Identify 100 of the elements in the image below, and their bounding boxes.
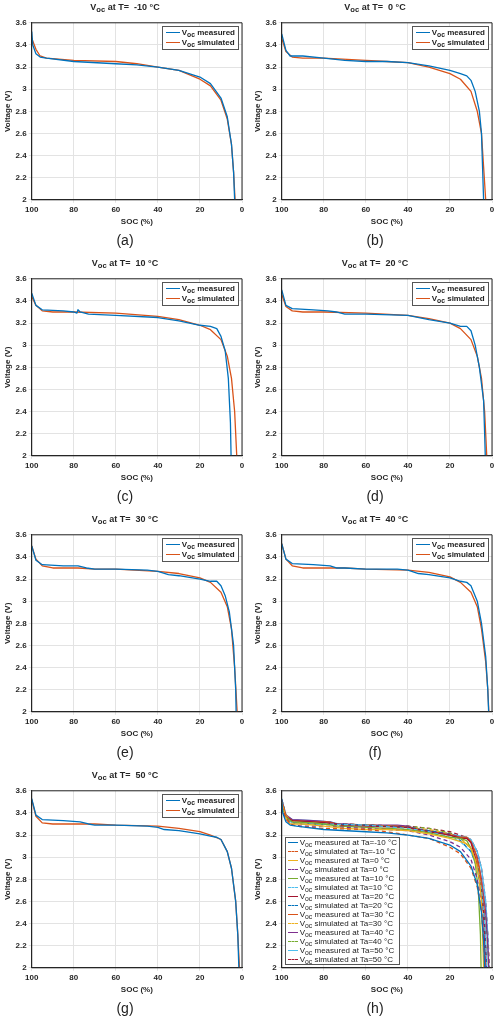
y-tick-label: 3.2 (15, 574, 28, 584)
text: (f) (367, 744, 383, 760)
x-tick-label: 20 (445, 716, 455, 726)
y-tick-label: 3.2 (15, 830, 28, 840)
y-tick-label: 2 (272, 451, 278, 460)
x-axis-title: SOC (%) (370, 473, 404, 483)
y-tick-label: 3.4 (15, 552, 28, 562)
x-tick-label: 60 (111, 460, 121, 470)
y-tick-label: 3.2 (15, 62, 28, 72)
legend-label: V$_{oc}$ measured (181, 283, 235, 294)
y-tick-label: 3.2 (265, 574, 278, 584)
text: (h) (365, 1000, 385, 1016)
y-tick-label: 3 (272, 340, 278, 350)
y-tick-label: 3.2 (265, 62, 278, 72)
legend-label: V$_{oc}$ measured at Ta=0 °C (299, 855, 390, 866)
x-tick-label: 60 (111, 716, 121, 726)
legend-label: V$_{oc}$ simulated (431, 293, 485, 304)
y-tick-label: 2.4 (265, 150, 278, 160)
x-tick-label: 0 (489, 972, 495, 982)
y-tick-label: 2.2 (15, 684, 28, 694)
y-tick-label: 3.4 (15, 808, 28, 818)
y-tick-label: 2 (22, 195, 28, 204)
legend-label: V$_{oc}$ simulated (181, 293, 235, 304)
legend-label: V$_{oc}$ simulated at Ta=0 °C (299, 864, 389, 875)
y-tick-label: 2.8 (265, 618, 278, 628)
x-axis-title: SOC (%) (370, 217, 404, 227)
y-axis-title: Voltage (V) (253, 346, 262, 388)
x-tick-label: 0 (489, 716, 495, 726)
x-tick-label: 20 (445, 460, 455, 470)
x-tick-label: 40 (403, 716, 413, 726)
legend-label: V$_{oc}$ measured at Ta=30 °C (299, 909, 395, 920)
chart-title: V$_{oc}$ at T= 40 °C (340, 513, 410, 528)
x-tick-label: 60 (361, 716, 371, 726)
x-tick-label: 80 (69, 460, 79, 470)
y-tick-label: 2.6 (15, 896, 28, 906)
y-tick-label: 2.4 (265, 918, 278, 928)
y-tick-label: 3.4 (265, 808, 278, 818)
y-tick-label: 2.4 (265, 406, 278, 416)
text: (e) (115, 744, 135, 760)
legend-label: V$_{oc}$ measured (181, 27, 235, 38)
x-tick-label: 100 (275, 716, 289, 726)
y-tick-label: 2.6 (15, 384, 28, 394)
x-tick-label: 20 (195, 460, 205, 470)
x-tick-label: 40 (403, 972, 413, 982)
y-tick-label: 2.8 (15, 362, 28, 372)
legend-label: V$_{oc}$ measured (181, 795, 235, 806)
legend-label: V$_{oc}$ simulated (431, 549, 485, 560)
x-tick-label: 80 (69, 204, 79, 214)
x-tick-label: 80 (319, 716, 329, 726)
x-tick-label: 40 (153, 204, 163, 214)
x-tick-label: 0 (239, 716, 245, 726)
x-tick-label: 40 (403, 204, 413, 214)
y-tick-label: 3.4 (15, 296, 28, 306)
y-tick-label: 3.6 (265, 786, 278, 795)
y-tick-label: 3.6 (15, 530, 28, 539)
y-tick-label: 3.6 (265, 18, 278, 27)
legend-label: V$_{oc}$ simulated (181, 549, 235, 560)
x-tick-label: 60 (361, 972, 371, 982)
x-axis-title: SOC (%) (120, 217, 154, 227)
text: (b) (365, 232, 385, 248)
legend-label: V$_{oc}$ measured (431, 283, 485, 294)
x-axis-title: SOC (%) (120, 985, 154, 995)
y-axis-title: Voltage (V) (253, 90, 262, 132)
y-tick-label: 3 (272, 596, 278, 606)
x-tick-label: 80 (69, 972, 79, 982)
y-tick-label: 2.8 (15, 874, 28, 884)
x-tick-label: 40 (153, 460, 163, 470)
y-tick-label: 2.8 (265, 874, 278, 884)
x-tick-label: 20 (445, 204, 455, 214)
x-tick-label: 80 (319, 972, 329, 982)
y-tick-label: 2.2 (265, 940, 278, 950)
legend-label: V$_{oc}$ simulated (431, 37, 485, 48)
legend-label: V$_{oc}$ measured at Ta=50 °C (299, 945, 395, 956)
legend-label: V$_{oc}$ measured (431, 539, 485, 550)
y-tick-label: 3.6 (265, 274, 278, 283)
y-tick-label: 3.4 (265, 552, 278, 562)
y-tick-label: 3.4 (15, 40, 28, 50)
x-tick-label: 60 (361, 204, 371, 214)
legend-label: V$_{oc}$ measured at Ta=10 °C (299, 873, 395, 884)
y-tick-label: 3 (272, 84, 278, 94)
legend-label: V$_{oc}$ simulated at Ta=50 °C (299, 954, 393, 965)
legend-label: V$_{oc}$ measured at Ta=20 °C (299, 891, 395, 902)
y-tick-label: 2.6 (15, 128, 28, 138)
legend-label: V$_{oc}$ simulated (181, 37, 235, 48)
x-tick-label: 100 (25, 460, 39, 470)
x-tick-label: 100 (275, 460, 289, 470)
y-tick-label: 3.4 (265, 40, 278, 50)
y-tick-label: 2 (272, 963, 278, 972)
text: (a) (115, 232, 135, 248)
y-tick-label: 3 (22, 596, 28, 606)
x-axis-title: SOC (%) (370, 985, 404, 995)
x-tick-label: 40 (153, 972, 163, 982)
x-tick-label: 0 (489, 460, 495, 470)
x-tick-label: 20 (195, 204, 205, 214)
y-tick-label: 2.8 (265, 362, 278, 372)
y-tick-label: 3.2 (265, 830, 278, 840)
y-tick-label: 2.2 (15, 172, 28, 182)
x-tick-label: 80 (319, 460, 329, 470)
y-tick-label: 2 (272, 707, 278, 716)
x-tick-label: 80 (69, 716, 79, 726)
